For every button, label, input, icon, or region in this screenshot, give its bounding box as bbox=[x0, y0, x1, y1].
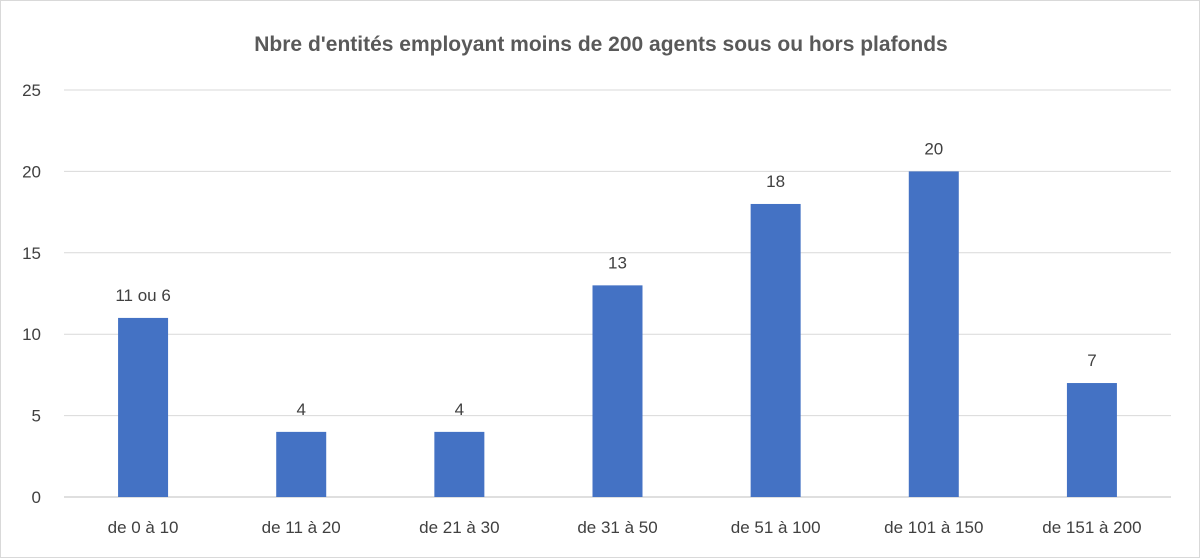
data-label: 4 bbox=[296, 400, 305, 419]
bar bbox=[276, 431, 327, 497]
x-tick-label: de 21 à 30 bbox=[419, 518, 499, 537]
x-axis-ticks: de 0 à 10 de 11 à 20 de 21 à 30 de 31 à 50 d… bbox=[108, 518, 1142, 537]
bar bbox=[592, 285, 643, 497]
data-label: 11 ou 6 bbox=[115, 286, 170, 305]
bars bbox=[118, 171, 1117, 497]
y-tick-label: 25 bbox=[22, 81, 41, 100]
x-tick-label: de 0 à 10 bbox=[108, 518, 179, 537]
bar bbox=[118, 317, 169, 497]
data-labels: 11 ou 6 4 4 13 18 20 7 bbox=[115, 139, 1096, 418]
y-tick-label: 5 bbox=[32, 407, 41, 426]
x-tick-label: de 31 à 50 bbox=[577, 518, 657, 537]
bar bbox=[1066, 383, 1117, 497]
bar bbox=[434, 431, 485, 497]
chart-title: Nbre d'entités employant moins de 200 ag… bbox=[254, 33, 947, 56]
y-tick-label: 0 bbox=[32, 488, 41, 507]
bar bbox=[750, 203, 801, 497]
data-label: 20 bbox=[924, 139, 943, 158]
data-label: 7 bbox=[1087, 351, 1096, 370]
x-tick-label: de 101 à 150 bbox=[884, 518, 983, 537]
y-tick-label: 20 bbox=[22, 162, 41, 181]
bar bbox=[908, 171, 959, 497]
data-label: 13 bbox=[608, 253, 627, 272]
data-label: 4 bbox=[455, 400, 464, 419]
y-tick-label: 10 bbox=[22, 325, 41, 344]
data-label: 18 bbox=[766, 172, 785, 191]
x-tick-label: de 151 à 200 bbox=[1042, 518, 1141, 537]
x-tick-label: de 51 à 100 bbox=[731, 518, 821, 537]
y-axis-ticks: 0 5 10 15 20 25 bbox=[22, 81, 41, 507]
x-tick-label: de 11 à 20 bbox=[262, 518, 341, 537]
y-tick-label: 15 bbox=[22, 244, 41, 263]
